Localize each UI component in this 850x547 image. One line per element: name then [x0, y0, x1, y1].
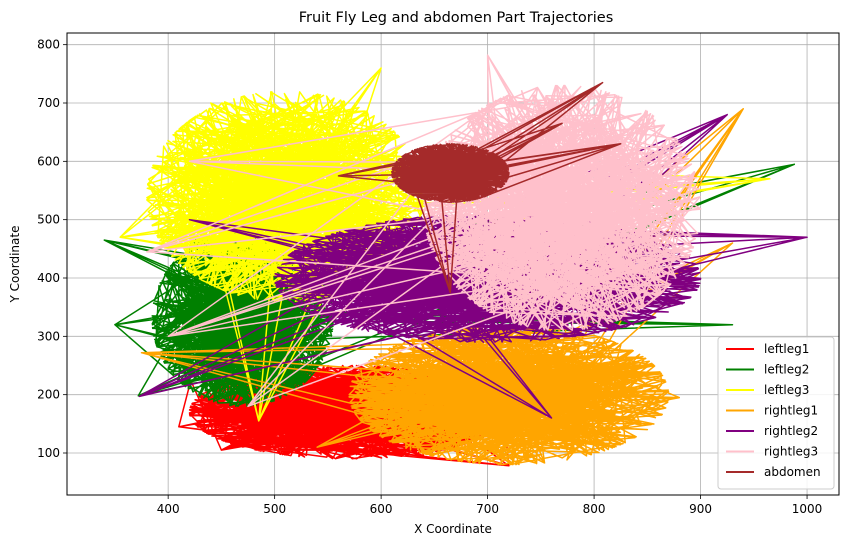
legend-label-rightleg3: rightleg3 — [764, 445, 818, 459]
legend: leftleg1 leftleg2 leftleg3 rightleg1 rightle… — [717, 336, 835, 490]
y-tick-label: 800 — [37, 38, 60, 52]
x-axis-ticks: 400 500 600 700 800 900 1000 — [157, 495, 823, 516]
y-tick-label: 600 — [37, 154, 60, 168]
plot-frame — [66, 32, 840, 496]
y-tick-label: 700 — [37, 96, 60, 110]
x-tick-label: 600 — [370, 502, 393, 516]
chart-title: Fruit Fly Leg and abdomen Part Trajector… — [299, 10, 614, 26]
y-tick-label: 500 — [37, 213, 60, 227]
legend-label-leftleg3: leftleg3 — [764, 383, 809, 397]
series-line-leftleg1 — [178, 364, 510, 467]
series-line-abdomen — [337, 81, 622, 294]
legend-label-leftleg2: leftleg2 — [764, 363, 809, 377]
x-tick-label: 900 — [689, 502, 712, 516]
y-tick-label: 400 — [37, 271, 60, 285]
y-tick-label: 200 — [37, 388, 60, 402]
legend-label-abdomen: abdomen — [764, 465, 821, 479]
x-tick-label: 700 — [476, 502, 499, 516]
plot-area — [103, 54, 808, 467]
y-axis-title: Y Coordinate — [8, 226, 22, 304]
legend-label-rightleg2: rightleg2 — [764, 424, 818, 438]
x-tick-label: 1000 — [792, 502, 823, 516]
y-tick-label: 100 — [37, 446, 60, 460]
y-axis-ticks: 100 200 300 400 500 600 700 800 — [37, 38, 67, 460]
legend-label-rightleg1: rightleg1 — [764, 404, 818, 418]
x-tick-label: 800 — [583, 502, 606, 516]
x-axis-title: X Coordinate — [414, 522, 492, 536]
series-line-rightleg1 — [140, 108, 744, 466]
x-tick-label: 500 — [263, 502, 286, 516]
legend-label-leftleg1: leftleg1 — [764, 342, 809, 356]
x-tick-label: 400 — [157, 502, 180, 516]
y-tick-label: 300 — [37, 329, 60, 343]
series-line-rightleg3 — [146, 54, 702, 408]
